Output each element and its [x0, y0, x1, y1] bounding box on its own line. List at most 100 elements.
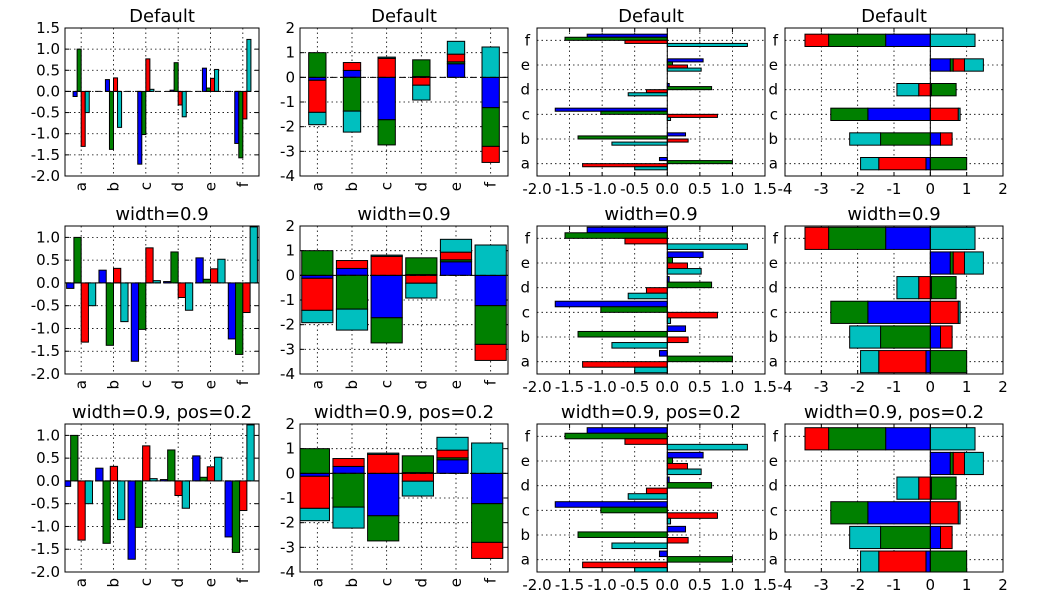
- x-tick-label: -1.5: [555, 180, 584, 198]
- x-category-label: e: [202, 182, 220, 191]
- bar-b-s2: [666, 536, 689, 544]
- axes-frame: [299, 225, 509, 375]
- x-category-label: d: [169, 380, 187, 390]
- bar-b-s2: [666, 138, 689, 143]
- x-tick-label: 0.5: [688, 576, 712, 594]
- bar-f-s1: [828, 226, 887, 250]
- bar-e-s0: [201, 67, 207, 92]
- bar-a-s1: [308, 52, 327, 78]
- bar-b-s0: [104, 79, 110, 92]
- subplot-r1-c3: Default-2.0 -1.5 -1.0 -0.5 0.0 0.5 1.0 1.5abcde…: [520, 6, 776, 198]
- bar-a-s2: [301, 277, 334, 311]
- x-tick-label: 0.5: [688, 180, 712, 198]
- y-category-label: b: [520, 130, 530, 148]
- bar-c-s2: [666, 311, 718, 319]
- bar-f-s3: [929, 33, 976, 48]
- bar-f-s3: [246, 38, 252, 92]
- bar-a-s1: [666, 160, 733, 165]
- subplot-r3-c1: width=0.9, pos=0.2 -2.0 -1.5 -1.0 -0.5 0.0 0.5…: [31, 402, 260, 588]
- bar-b-s1: [335, 274, 369, 310]
- bar-c-s2: [666, 113, 718, 118]
- bar-b-s0: [95, 467, 104, 482]
- subplot-title: width=0.9, pos=0.2: [804, 402, 984, 423]
- bar-c-s0: [867, 107, 931, 121]
- bar-c-s3: [149, 88, 155, 92]
- y-tick-label: 2: [285, 19, 295, 37]
- bar-e-s2: [206, 466, 216, 482]
- x-tick-label: -3: [814, 576, 829, 594]
- bar-e-s3: [436, 436, 469, 451]
- subplot-title: width=0.9: [604, 204, 697, 225]
- bar-b-s0: [335, 267, 369, 276]
- bar-e-s2: [446, 53, 466, 63]
- bar-a-s2: [878, 350, 927, 374]
- bar-group: [554, 33, 748, 171]
- bar-f-s0: [885, 427, 931, 451]
- x-tick-label: 1.5: [753, 576, 777, 594]
- bar-b-s2: [940, 132, 953, 146]
- bar-b-s0: [929, 132, 942, 146]
- bar-a-s3: [308, 111, 327, 126]
- bar-group: [804, 427, 984, 572]
- bar-f-s0: [885, 226, 931, 250]
- y-category-label: e: [521, 452, 530, 470]
- axes-frame: [784, 225, 1004, 375]
- bar-a-s0: [925, 157, 931, 171]
- bar-a-s0: [658, 550, 668, 558]
- bar-f-s3: [249, 226, 258, 284]
- x-category-label: e: [447, 578, 465, 587]
- x-tick-label: -4: [778, 180, 793, 198]
- axes-frame: [64, 27, 260, 177]
- x-tick-label: 2: [998, 378, 1008, 396]
- subplot-title: width=0.9: [847, 204, 940, 225]
- bar-d-s1: [666, 482, 713, 489]
- bar-f-s0: [234, 90, 240, 144]
- bar-a-s1: [300, 448, 330, 474]
- bar-c-s0: [554, 300, 668, 308]
- bar-d-s3: [627, 92, 668, 97]
- subplot-title: Default: [371, 6, 437, 27]
- bar-f-s0: [481, 76, 500, 109]
- bar-d-s3: [405, 282, 438, 299]
- bar-b-s3: [849, 525, 882, 550]
- bar-d-s3: [401, 480, 434, 497]
- subplot-title: width=0.9, pos=0.2: [314, 402, 494, 423]
- x-category-label: a: [308, 182, 326, 191]
- bar-a-s1: [929, 350, 968, 374]
- bar-a-s2: [77, 480, 86, 541]
- y-tick-label: -4: [280, 563, 295, 581]
- x-tick-label: 1.0: [720, 378, 744, 396]
- y-tick-label: -0.5: [31, 297, 60, 315]
- bar-e-s3: [963, 451, 984, 476]
- bar-e-s3: [446, 40, 466, 55]
- bar-b-s2: [940, 325, 953, 349]
- bar-d-s2: [918, 476, 931, 500]
- bar-b-s0: [666, 132, 687, 137]
- bar-b-s0: [332, 465, 365, 474]
- bar-e-s0: [666, 451, 704, 459]
- bar-c-s1: [830, 300, 869, 324]
- y-tick-label: 1: [285, 44, 295, 62]
- bar-c-s2: [929, 107, 959, 121]
- bar-c-s1: [141, 90, 147, 136]
- bar-a-s0: [66, 282, 75, 289]
- bar-c-s1: [370, 317, 403, 344]
- bar-c-s1: [600, 110, 668, 115]
- bar-b-s1: [577, 531, 668, 538]
- x-category-label: d: [412, 380, 430, 390]
- bar-d-s2: [401, 472, 434, 482]
- bar-c-s0: [137, 90, 143, 165]
- y-tick-label: 1: [285, 440, 295, 458]
- bar-b-s1: [880, 132, 931, 146]
- y-category-label: d: [520, 81, 530, 99]
- y-tick-label: -2.0: [31, 167, 60, 185]
- x-tick-label: 2: [998, 180, 1008, 198]
- x-tick-label: -1: [887, 576, 902, 594]
- y-tick-label: -2: [280, 316, 295, 334]
- bar-c-s0: [867, 300, 931, 324]
- bar-c-s3: [377, 56, 396, 59]
- subplot-r2-c3: width=0.9-2.0 -1.5 -1.0 -0.5 0.0 0.5 1.0 1.5abc…: [520, 204, 776, 396]
- bar-c-s2: [145, 247, 154, 284]
- bar-c-s0: [554, 501, 668, 508]
